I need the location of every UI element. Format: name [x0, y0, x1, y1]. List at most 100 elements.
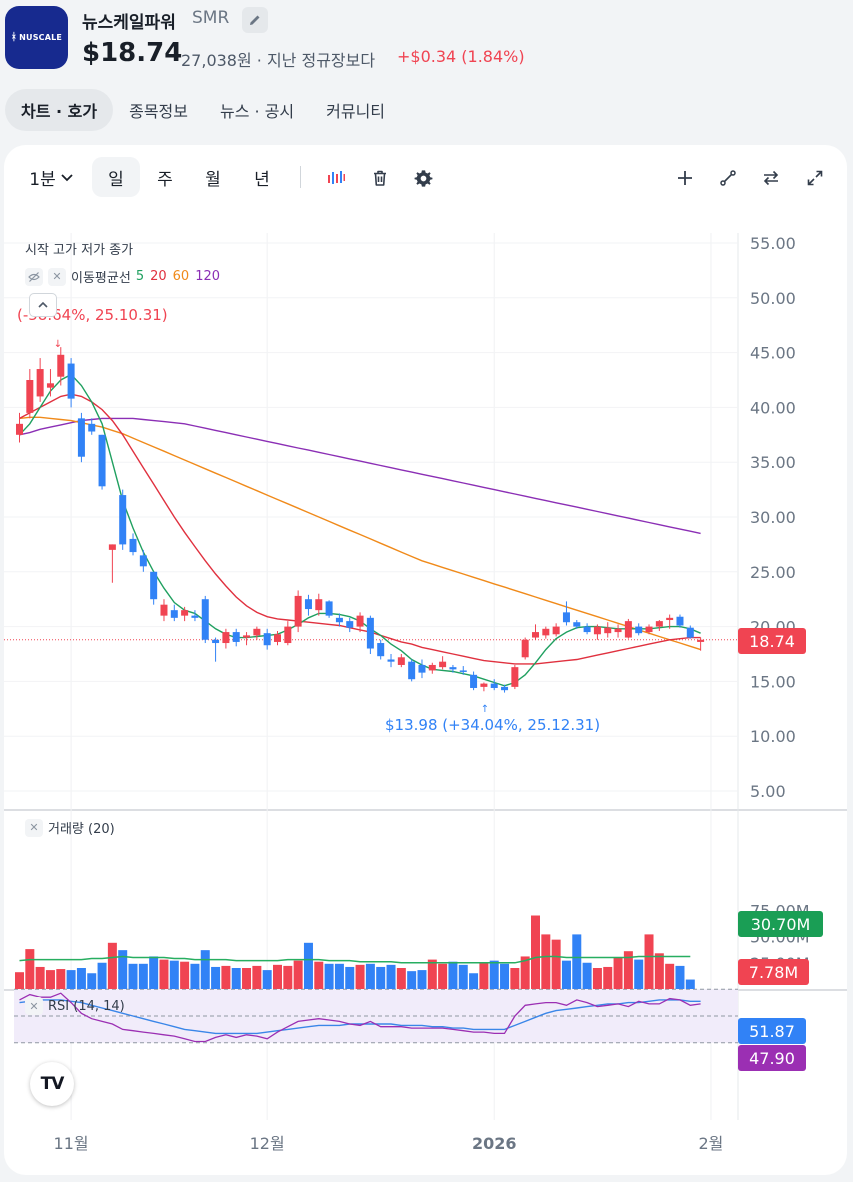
volume-bar	[479, 962, 489, 989]
draw-line-button[interactable]	[715, 165, 741, 191]
volume-remove-icon[interactable]: ✕	[25, 818, 43, 837]
candle-body	[366, 617, 374, 649]
volume-bar	[345, 966, 355, 989]
tradingview-logo[interactable]: TV	[30, 1062, 74, 1106]
volume-bar	[654, 953, 664, 989]
volume-bar	[355, 964, 365, 989]
volume-legend-label: 거래량 (20)	[48, 822, 115, 837]
candle-body	[181, 610, 189, 616]
tab-chart[interactable]: 차트 · 호가	[5, 89, 114, 131]
candle-body	[304, 599, 312, 610]
candle-body	[521, 639, 529, 658]
volume-bar	[169, 960, 179, 989]
volume-bar	[376, 966, 386, 989]
candle-body	[77, 418, 85, 457]
volume-bar	[190, 963, 200, 989]
volume-bar	[128, 963, 138, 989]
pencil-icon	[250, 15, 260, 25]
candle-body	[635, 626, 643, 634]
price-tick-label: 50.00	[750, 289, 796, 308]
candle-body	[377, 643, 385, 657]
candle-body	[604, 627, 612, 634]
candle-body	[408, 661, 416, 680]
candle-body	[46, 383, 54, 388]
volume-bar	[252, 965, 262, 989]
ma60-line	[19, 416, 701, 651]
candle-body	[356, 615, 364, 627]
rsi-signal-tag: 51.87	[738, 1018, 806, 1044]
volume-bar	[572, 934, 582, 989]
volume-bar	[200, 950, 210, 989]
rsi-line	[19, 992, 701, 1043]
volume-bar	[242, 968, 252, 989]
price-tick-label: 5.00	[750, 782, 786, 801]
volume-bar	[531, 915, 540, 989]
high-marker-arrow: ↓	[54, 339, 62, 350]
price-tick-label: 30.00	[750, 508, 796, 527]
candle-body	[459, 670, 467, 672]
candle-body	[573, 622, 581, 627]
tab-news[interactable]: 뉴스 · 공시	[220, 102, 295, 121]
volume-bar	[211, 966, 221, 989]
visibility-toggle-icon[interactable]	[25, 267, 43, 286]
volume-bar	[87, 973, 97, 989]
volume-bar	[118, 950, 128, 989]
current-price: $18.74	[82, 38, 183, 68]
compare-button[interactable]	[758, 165, 784, 191]
volume-bar	[66, 970, 76, 989]
candle-body	[129, 538, 137, 553]
candle-body	[170, 610, 178, 618]
volume-bar	[365, 963, 375, 989]
period-day-button[interactable]: 일	[92, 157, 140, 197]
ma-remove-icon[interactable]: ✕	[48, 267, 66, 286]
candle-body	[139, 555, 147, 567]
price-tick-label: 55.00	[750, 234, 796, 253]
volume-bar	[45, 970, 55, 989]
candle-body	[676, 616, 684, 626]
delete-drawings-button[interactable]	[367, 165, 393, 191]
candle-body	[686, 627, 694, 638]
candle-body	[294, 595, 302, 627]
period-year-button[interactable]: 년	[254, 169, 270, 190]
volume-bar	[15, 972, 24, 989]
volume-bar	[221, 965, 231, 989]
candle-body	[490, 683, 498, 688]
tab-community[interactable]: 커뮤니티	[326, 102, 386, 121]
volume-bar	[427, 959, 437, 989]
price-tick-label: 25.00	[750, 563, 796, 582]
edit-button[interactable]	[242, 7, 268, 33]
price-chart[interactable]: 11월 12월 2026 2월55.0050.0045.0040.0035.0030.…	[4, 145, 847, 1175]
line-tool-icon	[720, 170, 736, 186]
logo-mark-icon: ᚼ	[10, 32, 18, 43]
legend-collapse-button[interactable]	[29, 293, 57, 317]
chart-type-button[interactable]	[323, 165, 349, 191]
candle-body	[26, 380, 34, 413]
tab-stock-info[interactable]: 종목정보	[129, 102, 188, 121]
volume-bar	[603, 966, 613, 989]
volume-bar	[541, 934, 551, 989]
candle-body	[274, 634, 281, 642]
volume-bar	[448, 961, 458, 989]
ma5-label: 5	[135, 269, 145, 284]
add-indicator-button[interactable]	[672, 165, 698, 191]
volume-bar	[417, 970, 427, 989]
candle-body	[511, 667, 519, 687]
volume-bar	[644, 934, 654, 989]
period-week-button[interactable]: 주	[157, 169, 173, 190]
volume-bar	[324, 963, 334, 989]
ohlc-legend-label: 시작 고가 저가 종가	[25, 243, 134, 258]
gear-icon	[414, 169, 432, 187]
candle-body	[232, 632, 240, 642]
ma120-label: 120	[195, 269, 221, 284]
settings-button[interactable]	[410, 165, 436, 191]
ma120-line	[19, 417, 701, 535]
rsi-legend-label: RSI (14, 14)	[48, 998, 125, 1014]
candle-body	[67, 363, 75, 399]
candle-body	[645, 626, 653, 633]
ma60-label: 60	[172, 269, 190, 284]
price-tick-label: 35.00	[750, 453, 796, 472]
rsi-remove-icon[interactable]: ✕	[25, 997, 43, 1015]
period-month-button[interactable]: 월	[205, 169, 221, 190]
interval-dropdown[interactable]: 1분	[24, 157, 80, 197]
fullscreen-button[interactable]	[802, 165, 828, 191]
